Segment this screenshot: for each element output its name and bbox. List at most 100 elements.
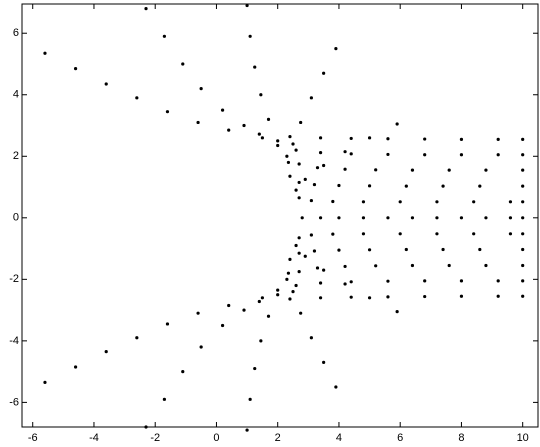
dot [521, 247, 525, 252]
dot [496, 153, 500, 157]
dot [318, 150, 323, 155]
dot [297, 236, 301, 240]
dot [144, 7, 148, 11]
dot [276, 139, 280, 143]
x-tick-label: 4 [336, 432, 342, 444]
dot [478, 247, 482, 252]
dot [423, 279, 427, 283]
dot [361, 232, 366, 236]
dot [297, 180, 301, 185]
dot [315, 166, 320, 170]
dot [309, 233, 313, 237]
dot [322, 71, 326, 75]
dot [459, 153, 464, 157]
dot [343, 150, 347, 154]
dot [312, 249, 317, 253]
dot [349, 295, 353, 299]
dot [472, 200, 476, 204]
dot [227, 303, 231, 308]
dot [374, 168, 378, 172]
dot [331, 232, 335, 236]
dot [294, 148, 298, 152]
dot [196, 311, 200, 315]
dot [260, 136, 264, 140]
dot [441, 247, 445, 252]
dot [367, 184, 372, 188]
dot [162, 34, 166, 38]
y-tick-label: -4 [9, 335, 19, 347]
dot [43, 51, 47, 55]
dot [508, 200, 513, 204]
dot [266, 314, 271, 318]
dot [297, 196, 301, 200]
dot [478, 184, 482, 188]
dot [496, 137, 500, 141]
dot [165, 110, 170, 114]
dot [199, 87, 203, 91]
dot [484, 216, 488, 220]
dot [260, 296, 264, 300]
dot [257, 132, 261, 136]
dot [257, 299, 261, 304]
dot [423, 153, 427, 157]
dot [395, 122, 399, 126]
x-tick-label: -4 [89, 432, 99, 444]
dot [309, 198, 313, 203]
dot [410, 216, 415, 220]
dot [349, 136, 353, 141]
dot [276, 293, 280, 297]
dot [288, 174, 292, 178]
dot [337, 216, 341, 220]
x-tick-label: -2 [150, 432, 160, 444]
dot [144, 425, 148, 429]
dot [343, 282, 347, 286]
dot [496, 294, 500, 298]
dot [318, 281, 323, 285]
dot [395, 310, 399, 314]
plot-frame [21, 3, 539, 428]
dot [398, 232, 402, 236]
dot [349, 152, 353, 156]
dot [496, 279, 500, 283]
dot [181, 370, 185, 374]
dot [521, 216, 525, 220]
dot [303, 177, 307, 181]
x-tick-label: 2 [275, 432, 281, 444]
dot [349, 280, 353, 284]
dot [181, 62, 185, 66]
dot [299, 311, 303, 315]
dot [361, 200, 366, 204]
dot [484, 168, 488, 172]
dot [300, 216, 304, 220]
dot [361, 216, 366, 220]
dot [165, 322, 170, 326]
dot [521, 184, 525, 188]
dot [294, 188, 298, 192]
dot [318, 216, 323, 220]
dot [309, 336, 313, 340]
dot [288, 134, 292, 139]
dot [367, 136, 372, 140]
dot [386, 279, 390, 283]
dot [521, 153, 525, 157]
dot [521, 200, 525, 204]
dot [508, 216, 513, 220]
dot [242, 308, 246, 312]
dot [521, 263, 525, 268]
dot [288, 297, 292, 301]
y-tick-label: 0 [13, 212, 19, 224]
dot [220, 108, 225, 112]
x-tick-label: 10 [517, 432, 529, 444]
dot [343, 167, 347, 171]
dot [386, 295, 390, 299]
dot [337, 248, 341, 252]
dot [253, 65, 257, 69]
y-tick-label: 6 [13, 27, 19, 39]
dot [303, 254, 307, 258]
dot [410, 168, 415, 172]
y-tick-label: 2 [13, 150, 19, 162]
dot [248, 397, 252, 401]
dot [398, 200, 402, 204]
dot [521, 279, 525, 283]
dot [288, 257, 292, 261]
